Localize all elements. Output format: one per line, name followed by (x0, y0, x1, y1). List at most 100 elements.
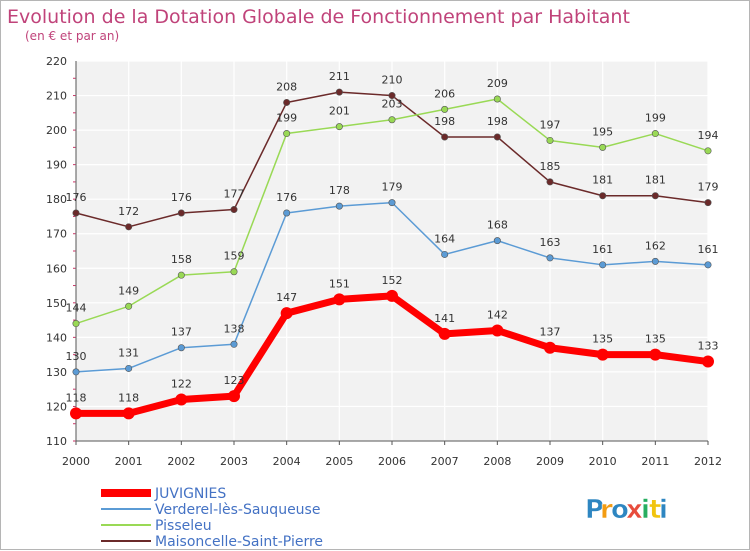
data-point (491, 324, 504, 337)
data-label: 181 (592, 174, 613, 187)
plot-layer: 110 120 130 140 150 160 170 180 190 200 210 220 2000… (46, 55, 722, 468)
data-point (72, 320, 80, 328)
data-label: 137 (171, 326, 192, 339)
data-label: 162 (645, 239, 666, 252)
data-point (283, 209, 291, 217)
data-label: 152 (382, 274, 403, 287)
data-label: 122 (171, 378, 192, 391)
data-label: 130 (66, 350, 87, 363)
data-label: 123 (224, 374, 245, 387)
x-tick-label: 2011 (641, 455, 669, 468)
data-point (177, 344, 185, 352)
data-point (546, 254, 554, 262)
data-point (546, 178, 554, 186)
data-label: 118 (118, 391, 139, 404)
series-1: 130 131 137 138 176 178 179 164 168 163 161 162 161 (66, 181, 719, 376)
data-point (333, 293, 346, 306)
y-tick-label: 130 (46, 366, 67, 379)
data-point (280, 307, 293, 320)
data-point (441, 105, 449, 113)
series-0: 118 118 122 123 147 151 152 141 142 137 135 135 133 (66, 274, 719, 420)
data-label: 209 (487, 77, 508, 90)
data-label: 172 (118, 205, 139, 218)
x-tick-label: 2008 (483, 455, 511, 468)
data-point (704, 199, 712, 207)
data-point (493, 95, 501, 103)
data-point (230, 206, 238, 214)
data-label: 178 (329, 184, 350, 197)
x-tick-label: 2012 (694, 455, 722, 468)
legend: JUVIGNIESVerderel-lès-SauqueusePisseleuM… (101, 486, 323, 550)
data-point (702, 355, 714, 368)
data-point (599, 143, 607, 151)
x-tick-label: 2005 (325, 455, 353, 468)
data-point (175, 393, 188, 406)
data-label: 176 (171, 191, 192, 204)
data-point (125, 302, 133, 310)
data-label: 161 (698, 243, 719, 256)
legend-label: Pisseleu (155, 518, 212, 534)
data-label: 185 (540, 160, 561, 173)
data-label: 168 (487, 219, 508, 232)
x-tick-label: 2003 (220, 455, 248, 468)
data-label: 211 (329, 70, 350, 83)
y-tick-label: 210 (46, 90, 67, 103)
data-point (599, 192, 607, 200)
logo-letter: i (641, 495, 650, 525)
data-point (388, 116, 396, 124)
data-point (177, 271, 185, 279)
data-point (125, 223, 133, 231)
data-point (596, 348, 609, 361)
data-point (388, 199, 396, 207)
data-label: 208 (276, 80, 297, 93)
data-label: 176 (276, 191, 297, 204)
data-label: 203 (382, 98, 403, 111)
data-point (493, 133, 501, 141)
y-tick-label: 200 (46, 124, 67, 137)
data-label: 210 (382, 74, 403, 87)
data-point (122, 407, 135, 420)
logo-letter: P (585, 495, 604, 525)
data-label: 176 (66, 191, 87, 204)
data-label: 138 (224, 322, 245, 335)
data-label: 159 (224, 250, 245, 263)
data-point (388, 92, 396, 100)
y-tick-label: 220 (46, 55, 67, 68)
data-label: 131 (118, 346, 139, 359)
data-label: 181 (645, 174, 666, 187)
data-label: 179 (698, 181, 719, 194)
data-label: 151 (329, 277, 350, 290)
y-tick-label: 110 (46, 435, 67, 448)
data-point (335, 123, 343, 131)
x-tick-label: 2007 (431, 455, 459, 468)
data-point (230, 268, 238, 276)
y-tick-label: 150 (46, 297, 67, 310)
x-tick-label: 2009 (536, 455, 564, 468)
data-point (70, 407, 82, 420)
logo-letter: t (649, 495, 661, 525)
data-point (230, 340, 238, 348)
x-tick-label: 2002 (167, 455, 195, 468)
data-point (386, 289, 398, 302)
data-point (441, 250, 449, 258)
data-label: 137 (540, 326, 561, 339)
logo-letter: i (659, 495, 668, 525)
chart-subtitle: (en € et par an) (25, 29, 119, 43)
data-point (651, 192, 659, 200)
x-tick-label: 2001 (115, 455, 143, 468)
x-tick-label: 2006 (378, 455, 406, 468)
data-label: 199 (645, 112, 666, 125)
data-point (335, 202, 343, 210)
x-tick-label: 2000 (62, 455, 90, 468)
data-point (599, 261, 607, 269)
data-point (438, 327, 451, 340)
data-label: 201 (329, 105, 350, 118)
data-label: 199 (276, 112, 297, 125)
legend-label: Maisoncelle-Saint-Pierre (155, 534, 323, 550)
data-label: 195 (592, 125, 613, 138)
y-tick-label: 180 (46, 193, 67, 206)
data-point (649, 348, 662, 361)
